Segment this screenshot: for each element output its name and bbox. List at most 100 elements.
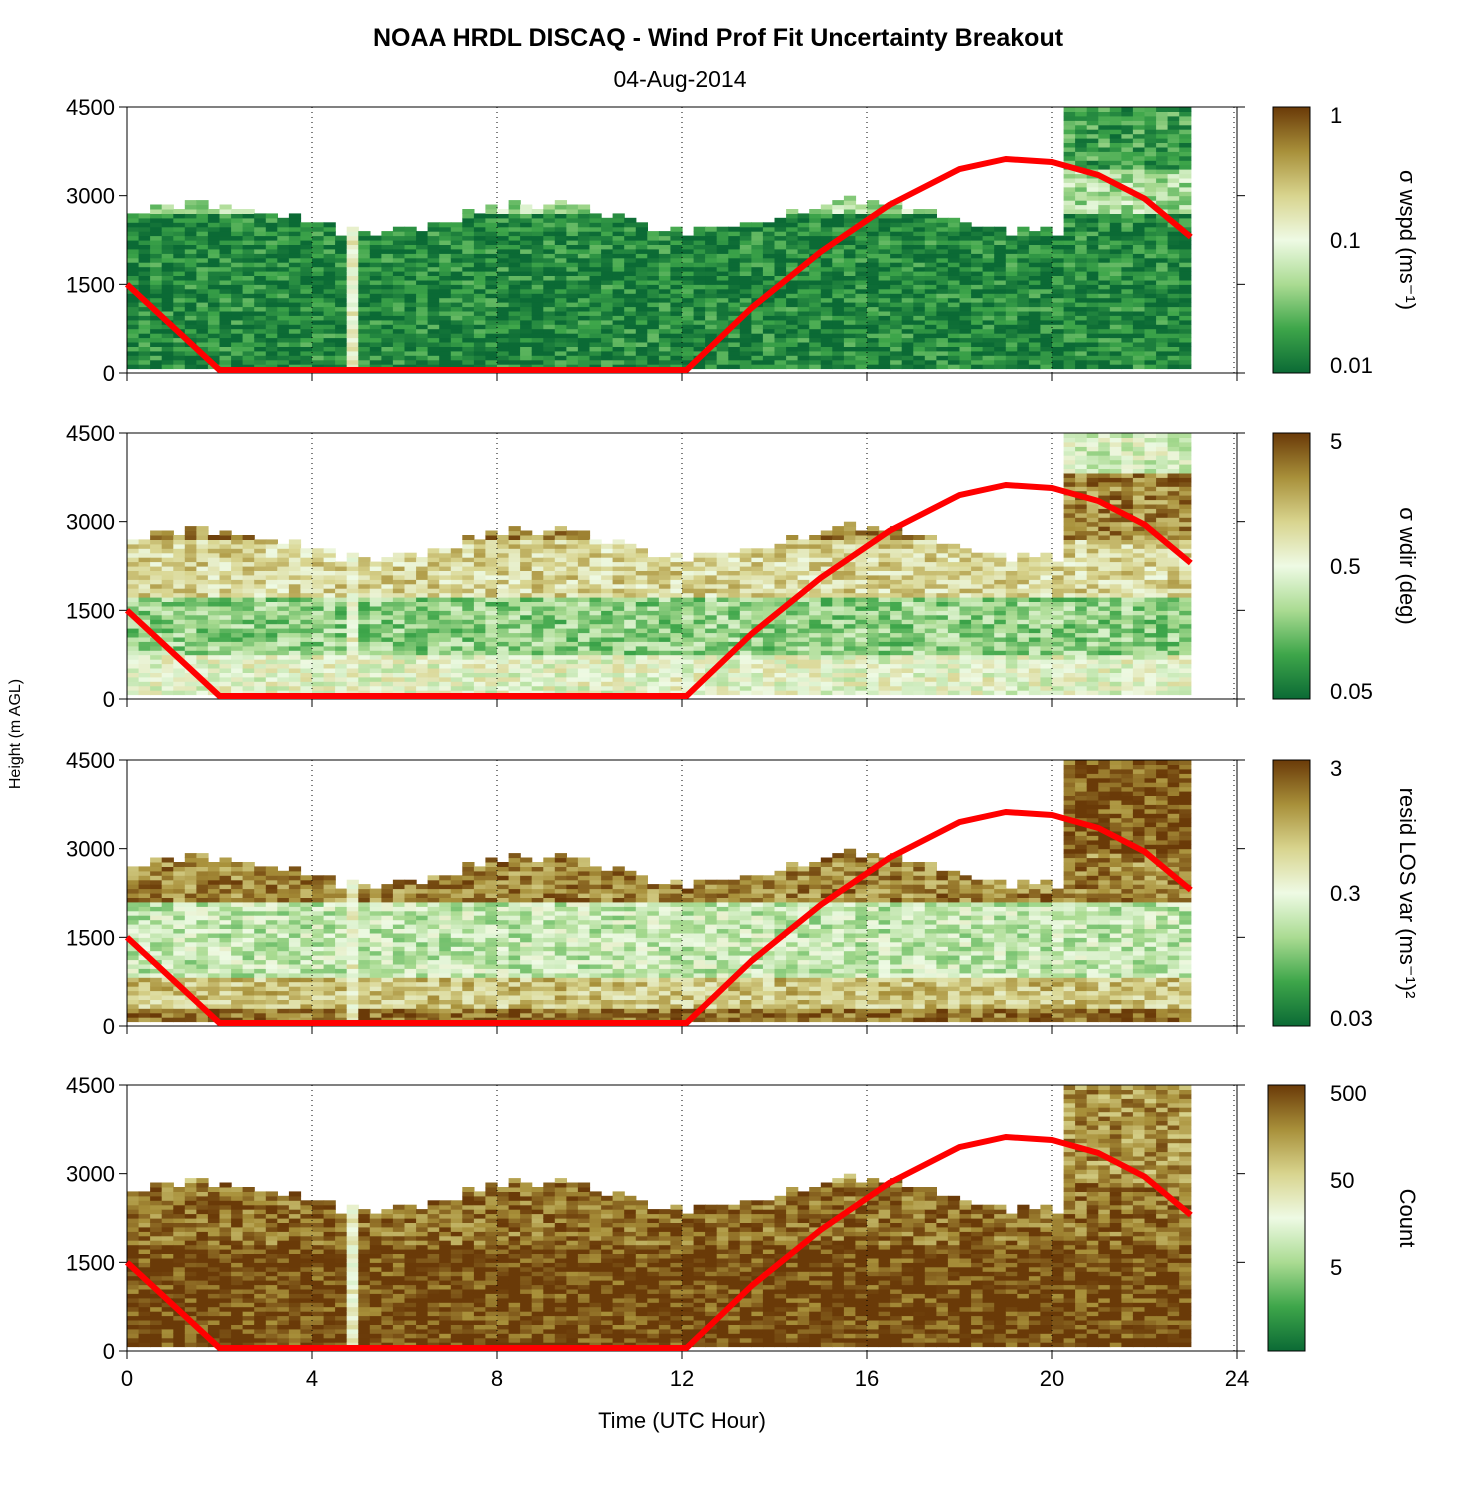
heatmap-cell	[346, 597, 359, 602]
heatmap-cell	[312, 650, 325, 656]
heatmap-cell	[161, 672, 174, 678]
heatmap-cell	[612, 324, 625, 330]
heatmap-cell	[890, 350, 903, 356]
heatmap-cell	[369, 266, 382, 272]
heatmap-cell	[392, 333, 406, 339]
heatmap-cell	[1075, 151, 1088, 157]
heatmap-cell	[404, 328, 417, 334]
heatmap-cell	[242, 306, 255, 312]
heatmap-cell	[184, 257, 197, 263]
heatmap-cell	[959, 315, 972, 321]
heatmap-cell	[739, 275, 752, 281]
heatmap-cell	[231, 588, 244, 594]
heatmap-cell	[254, 588, 267, 594]
heatmap-cell	[843, 217, 857, 223]
heatmap-cell	[462, 231, 475, 237]
heatmap-cell	[1075, 173, 1088, 179]
heatmap-cell	[577, 597, 591, 602]
heatmap-cell	[612, 632, 625, 638]
heatmap-cell	[543, 628, 556, 634]
heatmap-cell	[1109, 355, 1122, 361]
heatmap-cell	[1075, 191, 1088, 197]
heatmap-cell	[959, 310, 972, 316]
heatmap-cell	[335, 610, 348, 616]
heatmap-cell	[288, 279, 302, 285]
heatmap-cell	[323, 333, 336, 339]
heatmap-cell	[416, 271, 429, 276]
heatmap-cell	[682, 275, 695, 281]
heatmap-cell	[404, 628, 417, 634]
heatmap-cell	[450, 253, 463, 259]
heatmap-cell	[716, 248, 729, 254]
heatmap-cell	[971, 226, 984, 232]
heatmap-cell	[462, 279, 475, 285]
heatmap-cell	[416, 592, 429, 598]
heatmap-cell	[508, 561, 521, 567]
heatmap-cell	[612, 570, 625, 576]
heatmap-cell	[416, 257, 429, 263]
heatmap-cell	[508, 288, 521, 294]
heatmap-cell	[404, 676, 417, 682]
heatmap-cell	[207, 659, 221, 665]
heatmap-cell	[959, 279, 972, 285]
heatmap-cell	[867, 293, 880, 299]
heatmap-cell	[1098, 129, 1111, 135]
heatmap-cell	[277, 324, 290, 330]
heatmap-cell	[1179, 120, 1192, 126]
heatmap-cell	[531, 266, 544, 272]
heatmap-cell	[1144, 302, 1157, 308]
heatmap-cell	[589, 271, 602, 276]
heatmap-cell	[601, 636, 614, 642]
heatmap-cell	[265, 650, 278, 656]
heatmap-cell	[820, 346, 833, 352]
heatmap-cell	[647, 284, 660, 290]
heatmap-cell	[543, 570, 556, 576]
heatmap-cell	[473, 583, 487, 589]
heatmap-cell	[843, 342, 857, 347]
heatmap-cell	[554, 213, 567, 219]
heatmap-cell	[693, 279, 706, 285]
heatmap-cell	[589, 641, 602, 647]
heatmap-cell	[589, 592, 602, 598]
heatmap-cell	[531, 217, 544, 223]
heatmap-cell	[288, 574, 302, 580]
heatmap-cell	[635, 293, 648, 299]
heatmap-cell	[473, 592, 487, 598]
heatmap-cell	[138, 619, 151, 625]
heatmap-cell	[809, 350, 822, 356]
heatmap-cell	[543, 342, 556, 347]
heatmap-cell	[820, 253, 833, 259]
heatmap-cell	[716, 235, 729, 241]
heatmap-cell	[890, 342, 903, 347]
heatmap-cell	[1086, 288, 1099, 294]
heatmap-cell	[843, 288, 857, 294]
heatmap-cell	[797, 315, 810, 321]
heatmap-cell	[207, 681, 221, 687]
heatmap-cell	[1109, 217, 1122, 223]
heatmap-cell	[416, 333, 429, 339]
heatmap-cell	[150, 570, 163, 576]
heatmap-cell	[520, 333, 533, 339]
heatmap-cell	[231, 535, 244, 540]
heatmap-cell	[508, 346, 521, 352]
heatmap-cell	[508, 583, 521, 589]
heatmap-cell	[346, 226, 359, 232]
heatmap-cell	[473, 337, 487, 343]
heatmap-cell	[809, 235, 822, 241]
heatmap-cell	[450, 248, 463, 254]
heatmap-cell	[1040, 359, 1053, 365]
heatmap-cell	[520, 342, 533, 347]
heatmap-cell	[566, 543, 579, 549]
heatmap-cell	[1132, 107, 1146, 112]
heatmap-cell	[358, 592, 371, 598]
heatmap-cell	[705, 333, 718, 339]
heatmap-cell	[1132, 333, 1146, 339]
heatmap-cell	[473, 293, 487, 299]
heatmap-cell	[277, 350, 290, 356]
heatmap-cell	[1005, 288, 1018, 294]
heatmap-cell	[693, 328, 706, 334]
heatmap-cell	[312, 333, 325, 339]
heatmap-cell	[1179, 213, 1192, 219]
heatmap-cell	[300, 364, 313, 370]
heatmap-cell	[439, 222, 452, 228]
